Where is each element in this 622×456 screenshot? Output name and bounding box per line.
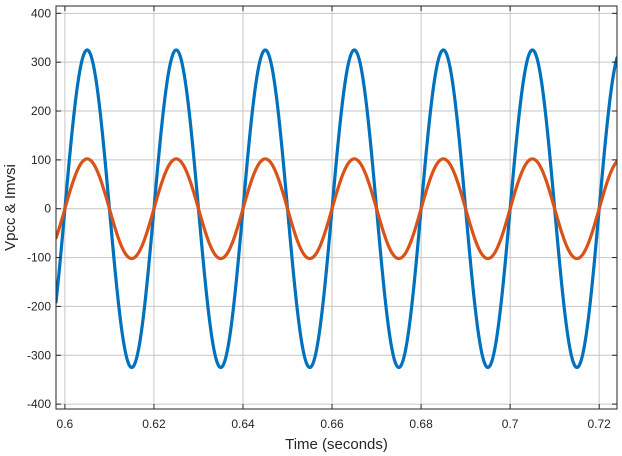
x-tick-label: 0.64 xyxy=(231,417,255,431)
y-tick-label: 300 xyxy=(31,55,51,69)
y-tick-labels: 400 300 200 100 0 -100 -200 -300 -400 xyxy=(27,6,51,411)
x-tick-label: 0.62 xyxy=(142,417,166,431)
series-line-2 xyxy=(56,157,617,261)
x-tick-label: 0.72 xyxy=(588,417,612,431)
y-tick-label: -100 xyxy=(27,251,51,265)
y-tick-label: -200 xyxy=(27,299,51,313)
y-tick-label: -400 xyxy=(27,397,51,411)
y-tick-label: 100 xyxy=(31,153,51,167)
x-axis-label: Time (seconds) xyxy=(285,436,388,453)
y-axis-label: Vpcc & Imvsi xyxy=(2,164,19,251)
y-tick-label: 0 xyxy=(44,202,51,216)
series-layer xyxy=(56,48,617,370)
x-tick-label: 0.66 xyxy=(320,417,344,431)
axes-frame xyxy=(55,5,618,410)
x-tick-label: 0.68 xyxy=(409,417,433,431)
x-tick-label: 0.7 xyxy=(502,417,519,431)
series-line-1 xyxy=(56,48,617,370)
y-tick-label: -300 xyxy=(27,348,51,362)
y-tick-label: 200 xyxy=(31,104,51,118)
tick-marks xyxy=(56,6,617,409)
x-tick-labels: 0.6 0.62 0.64 0.66 0.68 0.7 0.72 xyxy=(57,417,612,431)
y-tick-label: 400 xyxy=(31,6,51,20)
x-tick-label: 0.6 xyxy=(57,417,74,431)
